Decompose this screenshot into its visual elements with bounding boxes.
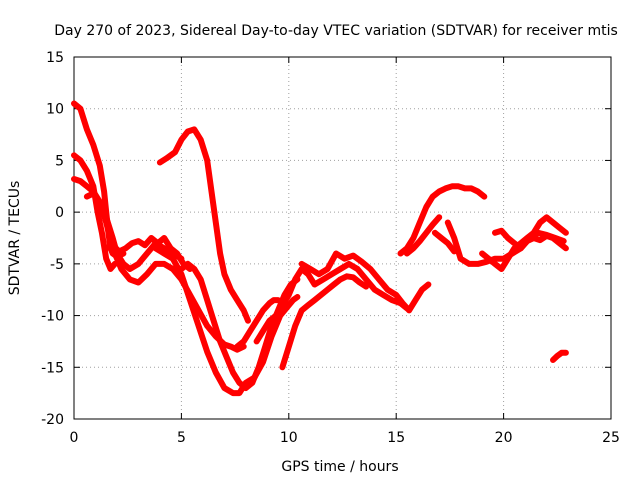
series-arc-4 <box>83 190 185 272</box>
y-tick-label: -5 <box>50 257 64 273</box>
series-arc-11 <box>279 273 370 371</box>
series-arc-13 <box>397 183 488 257</box>
y-tick-label: 5 <box>55 153 64 169</box>
series-arc-18 <box>492 227 569 252</box>
series-arc-10 <box>253 260 410 345</box>
y-tick-label: 10 <box>46 102 64 118</box>
series-arc-12 <box>298 250 432 314</box>
y-tick-label: -10 <box>41 309 64 325</box>
series-arc-15 <box>431 229 458 255</box>
y-tick-label: 0 <box>55 205 64 221</box>
x-tick-label: 20 <box>495 430 513 446</box>
y-tick-label: -15 <box>41 360 64 376</box>
y-tick-label: -20 <box>41 412 64 428</box>
grid <box>74 57 611 419</box>
x-tick-label: 15 <box>387 430 405 446</box>
series-arc-6 <box>156 126 251 324</box>
series-arc-14 <box>403 214 443 257</box>
x-tick-label: 10 <box>280 430 298 446</box>
plot-frame <box>73 56 612 420</box>
x-tick-label: 25 <box>602 430 620 446</box>
x-tick-label: 5 <box>177 430 186 446</box>
series-arc-7 <box>152 245 301 397</box>
x-axis-label: GPS time / hours <box>281 459 398 475</box>
data-series <box>71 100 569 397</box>
series-arc-5 <box>103 235 193 272</box>
y-axis-label: SDTVAR / TECUs <box>7 181 23 296</box>
y-tick-label: 15 <box>46 50 64 66</box>
series-arc-2 <box>71 152 118 272</box>
chart-title: Day 270 of 2023, Sidereal Day-to-day VTE… <box>54 23 618 39</box>
x-tick-label: 0 <box>70 430 79 446</box>
series-arc-9 <box>234 297 282 350</box>
series-arc-19 <box>550 349 569 363</box>
axis-ticks: 0 5 10 15 20 25 -20 -15 -10 -5 0 5 10 15 <box>41 50 620 446</box>
